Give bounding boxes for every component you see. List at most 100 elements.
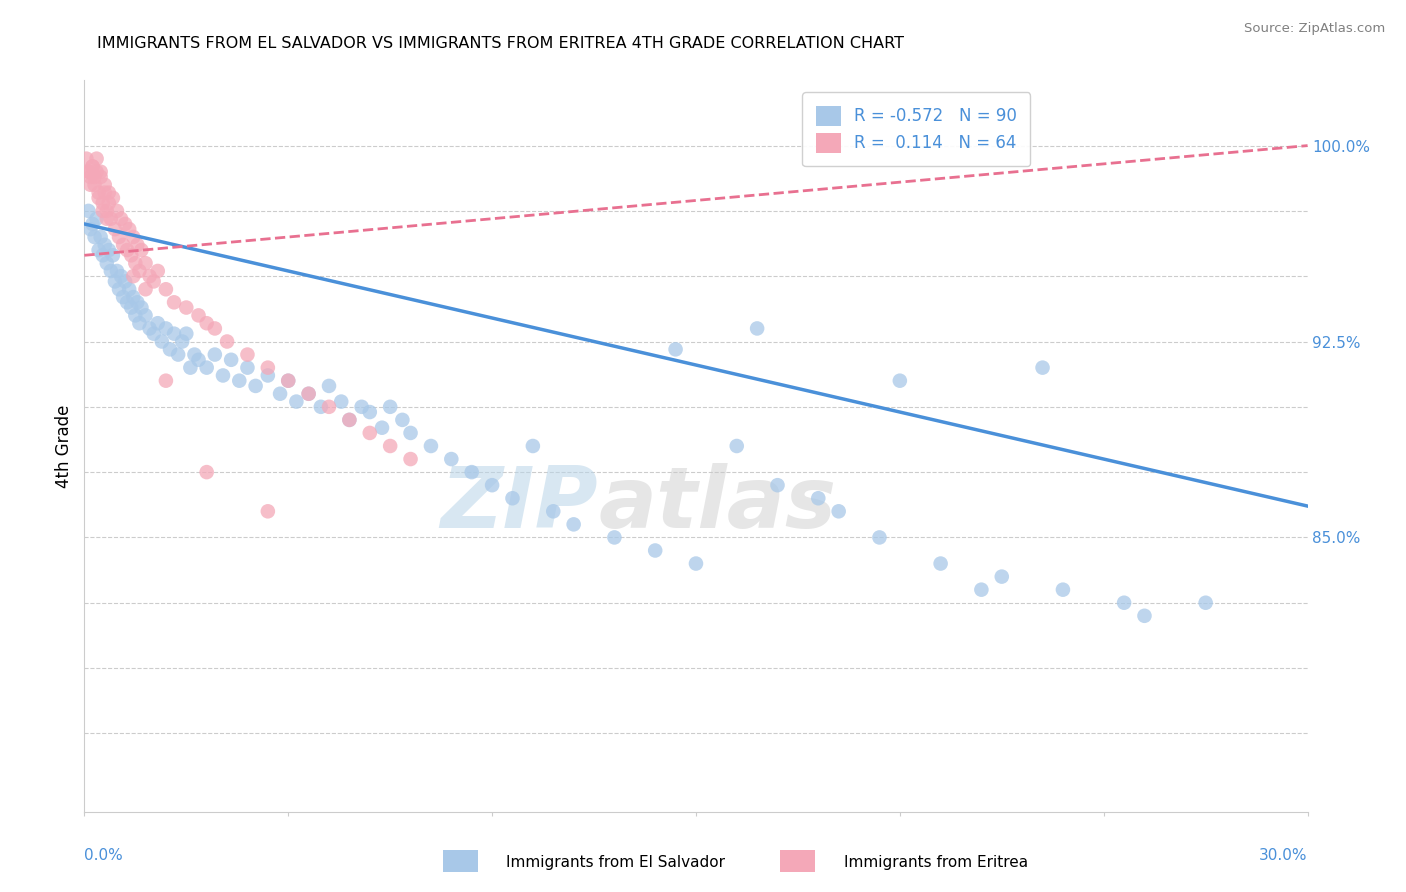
Point <box>991 569 1014 583</box>
Point <box>77 164 100 178</box>
Point <box>75 152 97 166</box>
Point <box>747 321 769 335</box>
Point <box>97 186 120 200</box>
Point <box>135 309 157 323</box>
Point <box>122 269 145 284</box>
Point <box>766 478 789 492</box>
Point <box>257 360 280 375</box>
Point <box>97 243 120 257</box>
Point <box>440 452 463 467</box>
Text: IMMIGRANTS FROM EL SALVADOR VS IMMIGRANTS FROM ERITREA 4TH GRADE CORRELATION CHA: IMMIGRANTS FROM EL SALVADOR VS IMMIGRANT… <box>97 37 904 52</box>
Point <box>124 256 146 270</box>
Point <box>79 222 101 236</box>
Point <box>159 343 181 357</box>
Point <box>115 295 138 310</box>
Point <box>112 290 135 304</box>
Legend: R = -0.572   N = 90, R =  0.114   N = 64: R = -0.572 N = 90, R = 0.114 N = 64 <box>803 92 1031 166</box>
Point <box>183 347 205 362</box>
Point <box>172 334 194 349</box>
Point <box>112 238 135 252</box>
Point <box>339 413 361 427</box>
Point <box>1032 360 1054 375</box>
Point <box>82 160 104 174</box>
Point <box>298 386 321 401</box>
Text: 30.0%: 30.0% <box>1260 848 1308 863</box>
Point <box>889 374 911 388</box>
Point <box>142 275 165 289</box>
Point <box>522 439 544 453</box>
Point <box>245 379 267 393</box>
Point <box>502 491 524 506</box>
Point <box>77 203 100 218</box>
Point <box>110 211 132 226</box>
Point <box>91 196 114 211</box>
Point <box>318 379 340 393</box>
Point <box>96 211 118 226</box>
Point <box>108 282 131 296</box>
Point <box>187 352 209 367</box>
Point <box>869 530 891 544</box>
Point <box>391 413 413 427</box>
Point <box>236 347 259 362</box>
Bar <box>443 850 478 872</box>
Point <box>359 405 381 419</box>
Point <box>90 230 112 244</box>
Point <box>96 203 118 218</box>
Point <box>725 439 748 453</box>
Point <box>399 425 422 440</box>
Point <box>82 217 104 231</box>
Point <box>91 203 114 218</box>
Point <box>481 478 503 492</box>
Point <box>131 243 153 257</box>
Point <box>163 295 186 310</box>
Y-axis label: 4th Grade: 4th Grade <box>55 404 73 488</box>
Point <box>87 186 110 200</box>
Point <box>219 352 242 367</box>
Point <box>86 211 108 226</box>
Point <box>101 248 124 262</box>
Point <box>120 301 142 315</box>
Point <box>257 368 280 383</box>
Point <box>257 504 280 518</box>
Point <box>644 543 666 558</box>
Point <box>77 164 100 178</box>
Point <box>118 222 141 236</box>
Point <box>359 425 381 440</box>
Point <box>131 301 153 315</box>
Point <box>285 394 308 409</box>
Point <box>86 152 108 166</box>
Point <box>82 160 104 174</box>
Text: Immigrants from Eritrea: Immigrants from Eritrea <box>844 855 1028 870</box>
Point <box>100 211 122 226</box>
Point <box>155 374 177 388</box>
Point <box>90 169 112 184</box>
Point <box>100 264 122 278</box>
Point <box>87 191 110 205</box>
Point <box>128 316 150 330</box>
Point <box>138 321 160 335</box>
Point <box>135 256 157 270</box>
Point <box>90 164 112 178</box>
Point <box>146 316 169 330</box>
Point <box>114 275 136 289</box>
Point <box>399 452 422 467</box>
Point <box>122 230 145 244</box>
Point <box>83 169 105 184</box>
Point <box>380 439 402 453</box>
Point <box>217 334 239 349</box>
Point <box>105 264 128 278</box>
Point <box>236 360 259 375</box>
Point <box>195 465 218 479</box>
Point <box>155 282 177 296</box>
Point <box>330 394 353 409</box>
Point <box>269 386 291 401</box>
Point <box>104 222 127 236</box>
Point <box>543 504 565 518</box>
Point <box>174 301 197 315</box>
Point <box>970 582 993 597</box>
Point <box>101 191 124 205</box>
Point <box>104 275 127 289</box>
Point <box>96 256 118 270</box>
Point <box>309 400 332 414</box>
Point <box>167 347 190 362</box>
